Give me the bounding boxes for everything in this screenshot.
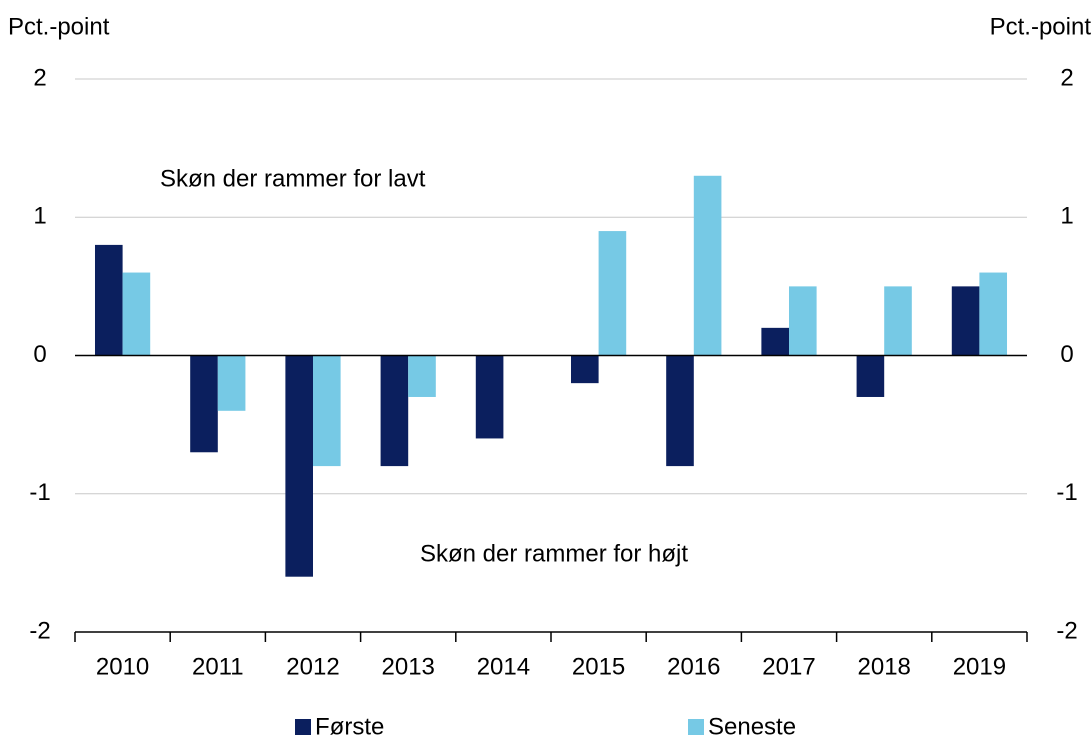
x-tick-label: 2017 — [762, 653, 815, 680]
x-tick-label: 2010 — [96, 653, 149, 680]
y2-tick-label: -2 — [1056, 617, 1077, 644]
x-tick-label: 2012 — [286, 653, 339, 680]
legend-label: Første — [315, 713, 384, 740]
bar — [979, 272, 1008, 356]
y-tick-label: -2 — [29, 617, 50, 644]
bar — [761, 327, 789, 356]
y2-tick-label: 2 — [1060, 64, 1073, 91]
bar — [217, 355, 246, 411]
legend-swatch — [688, 719, 704, 735]
y2-tick-label: 0 — [1060, 341, 1073, 368]
legend-swatch — [295, 719, 311, 735]
x-tick-label: 2015 — [572, 653, 625, 680]
bar — [94, 244, 123, 356]
bar — [190, 355, 218, 453]
annotation: Skøn der rammer for lavt — [160, 165, 426, 192]
bar — [122, 272, 151, 356]
y2-axis-title: Pct.-point — [990, 13, 1091, 40]
bar — [408, 355, 436, 397]
legend-label: Seneste — [708, 713, 796, 740]
bar — [570, 355, 599, 384]
annotation: Skøn der rammer for højt — [420, 540, 688, 567]
x-tick-label: 2018 — [858, 653, 911, 680]
y-axis-title: Pct.-point — [8, 13, 110, 40]
y2-tick-label: 1 — [1060, 203, 1073, 230]
bar — [598, 231, 627, 356]
bar — [666, 355, 694, 467]
bar — [380, 355, 409, 467]
bar — [285, 355, 313, 577]
bar — [951, 286, 980, 356]
bar — [693, 175, 722, 356]
y-tick-label: 2 — [33, 64, 46, 91]
y-tick-label: 0 — [33, 341, 46, 368]
x-tick-label: 2013 — [382, 653, 435, 680]
x-tick-label: 2016 — [667, 653, 720, 680]
y2-tick-label: -1 — [1056, 479, 1077, 506]
bar — [789, 286, 817, 356]
bar — [856, 355, 885, 397]
x-tick-label: 2019 — [953, 653, 1006, 680]
bar — [313, 355, 341, 467]
bar — [884, 286, 912, 356]
x-tick-label: 2011 — [192, 653, 244, 680]
x-tick-label: 2014 — [477, 653, 530, 680]
y-tick-label: -1 — [29, 479, 50, 506]
bar — [475, 355, 504, 439]
y-tick-label: 1 — [33, 203, 46, 230]
